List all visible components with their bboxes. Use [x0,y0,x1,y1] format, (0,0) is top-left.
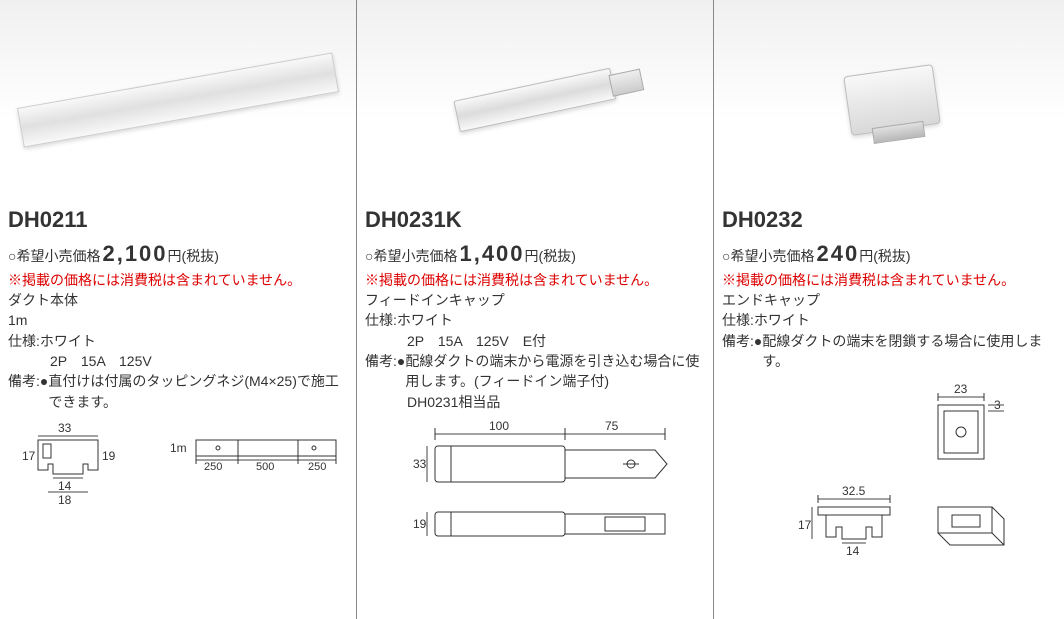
note-bullet: ● [754,331,762,351]
spec-label: 仕様: [8,331,40,351]
product-length: 1m [8,310,348,330]
product-image-3 [714,0,1064,200]
note-label: 備考: [365,351,397,371]
technical-drawing-2: 100 75 33 19 [365,420,705,570]
diagram-3: 23 3 32.5 17 [714,375,1064,619]
spec-val-0: ホワイト [754,310,1062,330]
svg-text:250: 250 [308,461,326,473]
technical-drawing-3: 23 3 32.5 17 [722,379,1062,579]
spec-row: 仕様: ホワイト [8,331,348,351]
product-name: フィードインキャップ [365,290,705,310]
model-number: DH0231K [365,204,705,236]
price-tax: (税抜) [873,246,910,266]
product-grid: DH0211 ○希望小売価格 2,100 円 (税抜) ※掲載の価格には消費税は… [0,0,1064,619]
product-name: エンドキャップ [722,290,1062,310]
svg-text:100: 100 [489,420,509,433]
note-bullet: ● [40,371,48,391]
svg-text:33: 33 [413,457,427,471]
svg-text:17: 17 [22,449,36,463]
feedin-cap-image [453,68,616,133]
svg-text:14: 14 [58,479,72,493]
note-label: 備考: [722,331,754,351]
diagram-1: 33 17 19 14 18 1m 2 [0,416,356,619]
price-value: 240 [816,238,859,270]
price-line: ○希望小売価格 2,100 円 (税抜) [8,238,348,270]
svg-text:19: 19 [413,517,427,531]
spec-val-1: 2P 15A 125V [8,351,348,371]
tax-note: ※掲載の価格には消費税は含まれていません。 [8,270,348,290]
svg-text:250: 250 [204,461,222,473]
spec-row: 仕様: ホワイト [722,310,1062,330]
note-row: 備考: ● 直付けは付属のタッピングネジ(M4×25)で施工できます。 [8,371,348,412]
svg-text:75: 75 [605,420,619,433]
svg-text:14: 14 [846,544,860,558]
spec-val-0: ホワイト [397,310,705,330]
price-unit: 円 [168,246,182,266]
price-line: ○希望小売価格 240 円 (税抜) [722,238,1062,270]
duct-rail-image [17,53,339,148]
product-name: ダクト本体 [8,290,348,310]
price-tax: (税抜) [539,246,576,266]
tax-note: ※掲載の価格には消費税は含まれていません。 [365,270,705,290]
note-text: 直付けは付属のタッピングネジ(M4×25)で施工できます。 [48,371,348,412]
product-image-1 [0,0,356,200]
price-tax: (税抜) [182,246,219,266]
svg-text:33: 33 [58,421,72,435]
svg-text:23: 23 [954,382,968,396]
model-number: DH0211 [8,204,348,236]
price-unit: 円 [525,246,539,266]
svg-text:32.5: 32.5 [842,484,866,498]
price-label: ○希望小売価格 [8,246,100,266]
note-text: 配線ダクトの端末から電源を引き込む場合に使用します。(フィードイン端子付) [405,351,705,392]
spec-val-0: ホワイト [40,331,348,351]
note-row: 備考: ● 配線ダクトの端末を閉鎖する場合に使用します。 [722,331,1062,372]
end-cap-image [843,64,940,136]
price-value: 1,400 [459,238,524,270]
price-label: ○希望小売価格 [722,246,814,266]
spec-val-1: 2P 15A 125V E付 [365,331,705,351]
price-value: 2,100 [102,238,167,270]
technical-drawing-1: 33 17 19 14 18 1m 2 [8,420,348,530]
svg-text:500: 500 [256,461,274,473]
note-bullet: ● [397,351,405,371]
svg-text:1m: 1m [170,441,187,455]
diagram-2: 100 75 33 19 [357,416,713,619]
extra-text: DH0231相当品 [365,392,705,412]
spec-label: 仕様: [722,310,754,330]
product-column-2: DH0231K ○希望小売価格 1,400 円 (税抜) ※掲載の価格には消費税… [357,0,714,619]
model-number: DH0232 [722,204,1062,236]
spec-label: 仕様: [365,310,397,330]
price-unit: 円 [859,246,873,266]
product-info-3: DH0232 ○希望小売価格 240 円 (税抜) ※掲載の価格には消費税は含ま… [714,200,1064,375]
spec-row: 仕様: ホワイト [365,310,705,330]
product-image-2 [357,0,713,200]
price-line: ○希望小売価格 1,400 円 (税抜) [365,238,705,270]
product-info-1: DH0211 ○希望小売価格 2,100 円 (税抜) ※掲載の価格には消費税は… [0,200,356,416]
svg-text:18: 18 [58,493,72,507]
product-info-2: DH0231K ○希望小売価格 1,400 円 (税抜) ※掲載の価格には消費税… [357,200,713,416]
svg-text:17: 17 [798,518,812,532]
svg-text:19: 19 [102,449,116,463]
note-label: 備考: [8,371,40,391]
note-text: 配線ダクトの端末を閉鎖する場合に使用します。 [762,331,1062,372]
tax-note: ※掲載の価格には消費税は含まれていません。 [722,270,1062,290]
product-column-1: DH0211 ○希望小売価格 2,100 円 (税抜) ※掲載の価格には消費税は… [0,0,357,619]
price-label: ○希望小売価格 [365,246,457,266]
note-row: 備考: ● 配線ダクトの端末から電源を引き込む場合に使用します。(フィードイン端… [365,351,705,392]
product-column-3: DH0232 ○希望小売価格 240 円 (税抜) ※掲載の価格には消費税は含ま… [714,0,1064,619]
